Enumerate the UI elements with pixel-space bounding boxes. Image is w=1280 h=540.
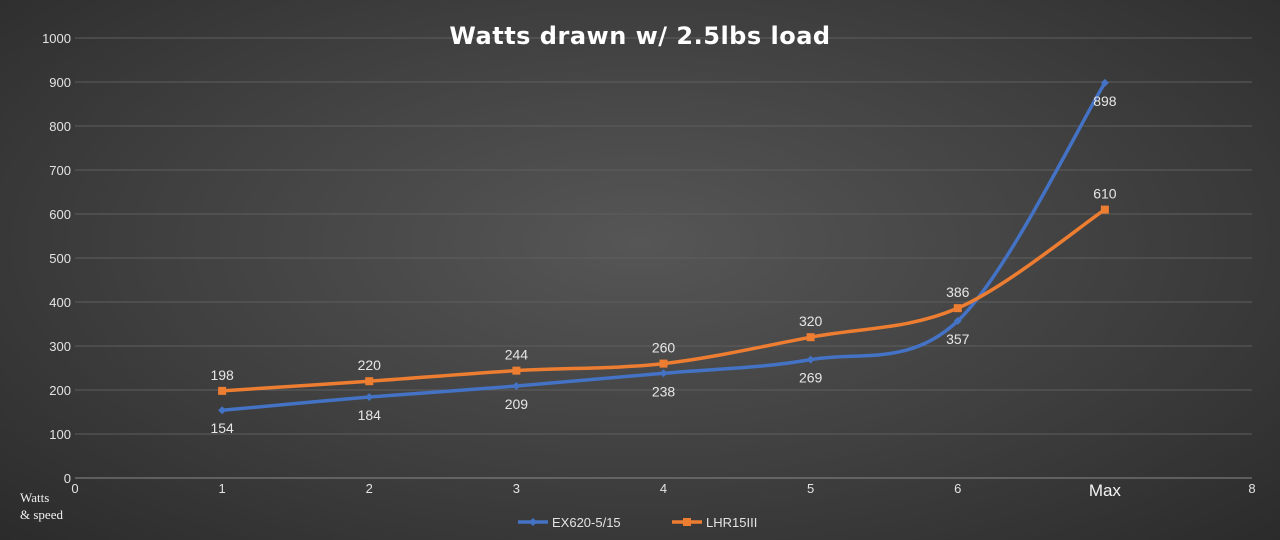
data-labels: 154 184 209 238 269 357 898 198 220 244 260 320 386 6… — [210, 93, 1116, 436]
y-tick-label: 500 — [49, 251, 71, 266]
y-axis: 0 100 200 300 400 500 600 700 800 900 1000 — [42, 31, 71, 486]
y-tick-label: 600 — [49, 207, 71, 222]
data-label: 184 — [358, 407, 382, 423]
x-tick-label: 0 — [71, 481, 78, 496]
x-axis: 0 1 2 3 4 5 6 Max 8 — [71, 481, 1255, 500]
data-label: 260 — [652, 340, 676, 356]
y-tick-label: 0 — [64, 471, 71, 486]
data-label: 610 — [1093, 186, 1117, 202]
chart-title: Watts drawn w/ 2.5lbs load — [449, 22, 830, 50]
plot-area — [218, 78, 1109, 415]
y-axis-label-line: Watts — [20, 490, 49, 505]
y-tick-label: 800 — [49, 119, 71, 134]
data-point — [365, 393, 374, 402]
legend: EX620-5/15 LHR15III — [518, 515, 757, 530]
data-label: 154 — [210, 420, 234, 436]
data-label: 244 — [505, 347, 529, 363]
data-point — [1100, 205, 1109, 214]
x-tick-label: Max — [1089, 481, 1122, 500]
data-label: 238 — [652, 383, 676, 399]
data-point — [659, 369, 668, 378]
data-label: 269 — [799, 370, 823, 386]
x-tick-label: 4 — [660, 481, 667, 496]
gridlines — [75, 37, 1252, 479]
data-point — [512, 382, 521, 391]
data-label: 898 — [1093, 93, 1117, 109]
data-point — [1100, 78, 1109, 87]
data-point — [806, 355, 815, 364]
data-point — [218, 406, 227, 415]
x-tick-label: 1 — [219, 481, 226, 496]
data-label: 386 — [946, 284, 970, 300]
x-tick-label: 8 — [1248, 481, 1255, 496]
y-tick-label: 700 — [49, 163, 71, 178]
legend-label: LHR15III — [706, 515, 757, 530]
data-point — [953, 316, 962, 325]
data-point — [659, 359, 668, 368]
y-tick-label: 900 — [49, 75, 71, 90]
x-tick-label: 5 — [807, 481, 814, 496]
y-axis-label: Watts & speed — [20, 490, 63, 522]
legend-marker — [529, 518, 537, 526]
x-tick-label: 3 — [513, 481, 520, 496]
legend-label: EX620-5/15 — [552, 515, 621, 530]
data-label: 320 — [799, 313, 823, 329]
x-tick-label: 6 — [954, 481, 961, 496]
y-axis-label-line: & speed — [20, 507, 63, 522]
legend-marker — [683, 518, 691, 526]
y-tick-label: 200 — [49, 383, 71, 398]
y-tick-label: 100 — [49, 427, 71, 442]
data-point — [806, 333, 815, 342]
data-label: 357 — [946, 331, 970, 347]
y-tick-label: 300 — [49, 339, 71, 354]
y-tick-label: 1000 — [42, 31, 71, 46]
data-label: 209 — [505, 396, 529, 412]
y-tick-label: 400 — [49, 295, 71, 310]
data-label: 198 — [210, 367, 234, 383]
data-label: 220 — [358, 357, 382, 373]
data-point — [218, 386, 227, 395]
x-tick-label: 2 — [366, 481, 373, 496]
data-point — [365, 377, 374, 386]
data-point — [512, 366, 521, 375]
data-point — [953, 304, 962, 313]
